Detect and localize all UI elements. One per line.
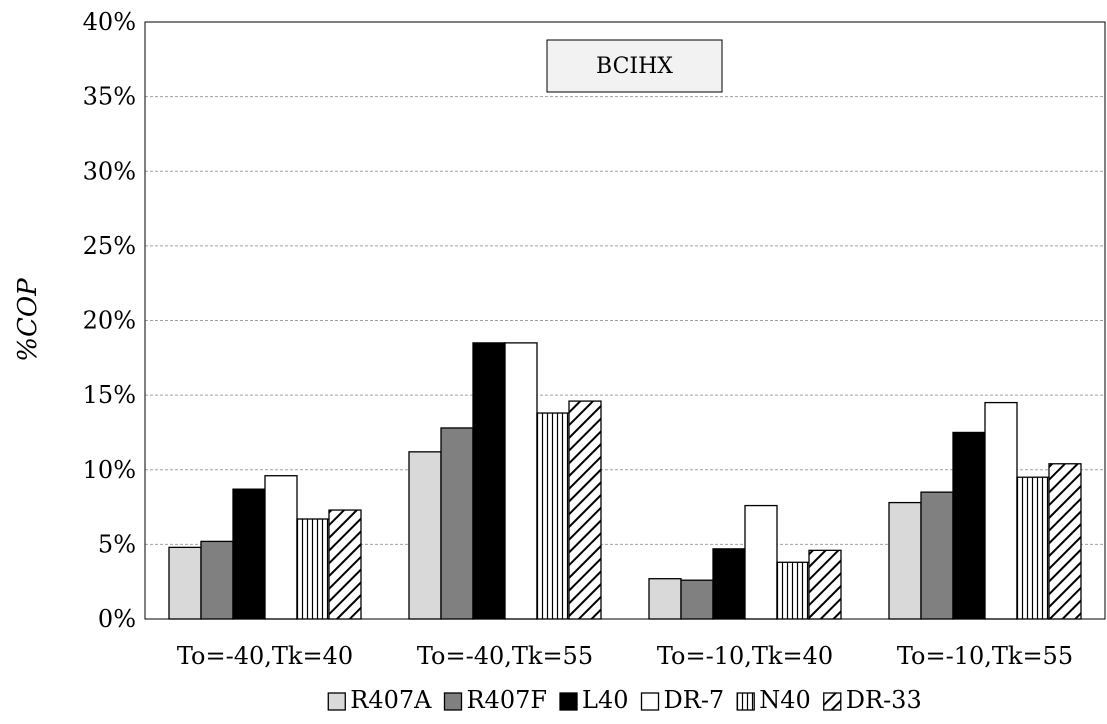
y-tick-label: 35% <box>83 83 136 111</box>
bar-r407f <box>200 540 234 620</box>
bar-r407f <box>680 579 714 620</box>
y-tick-label: 5% <box>98 530 136 558</box>
legend-label: R407F <box>466 686 547 714</box>
bar-r407a <box>168 546 202 620</box>
y-tick-labels: 0% 5% 10% 15% 20% 25% 30% 35% 40% <box>83 8 136 633</box>
x-category-label: To=-40,Tk=40 <box>177 642 353 670</box>
bar-n40 <box>296 518 330 620</box>
legend: R407A R407F L40 DR-7 N40 DR-33 <box>327 686 922 714</box>
bar-n40 <box>536 412 570 620</box>
bar-r407f <box>920 491 954 620</box>
bar-dr-7 <box>744 504 778 620</box>
legend-item: L40 <box>559 686 629 714</box>
legend-item: N40 <box>736 686 811 714</box>
y-tick-label: 20% <box>83 307 136 335</box>
bar-dr-7 <box>984 401 1018 620</box>
x-category-label: To=-10,Tk=40 <box>657 642 833 670</box>
y-tick-label: 40% <box>83 8 136 36</box>
legend-swatch <box>559 692 578 711</box>
y-tick-label: 30% <box>83 157 136 185</box>
legend-item: R407A <box>327 686 432 714</box>
bar-r407a <box>888 501 922 620</box>
legend-label: DR-33 <box>846 686 922 714</box>
axes <box>144 21 1106 620</box>
bar-r407a <box>408 451 442 620</box>
bar-n40 <box>1016 476 1050 620</box>
y-tick-label: 25% <box>83 232 136 260</box>
annotation-box-frame <box>546 39 723 93</box>
legend-item: DR-7 <box>640 686 725 714</box>
legend-label: DR-7 <box>664 686 725 714</box>
legend-swatch <box>823 692 842 711</box>
bar-l40 <box>472 342 506 620</box>
y-tick-label: 15% <box>83 381 136 409</box>
bar-n40 <box>776 561 810 620</box>
bar-l40 <box>952 431 986 620</box>
legend-swatch <box>443 692 463 711</box>
bar-r407a <box>648 578 682 620</box>
annotation-text: BCIHX <box>596 54 673 79</box>
bar-dr-7 <box>504 342 538 620</box>
bar-dr-7 <box>264 475 298 620</box>
bar-r407f <box>440 427 474 620</box>
bars <box>168 342 1082 620</box>
bar-l40 <box>232 488 266 620</box>
legend-label: R407A <box>350 686 432 714</box>
y-tick-label: 10% <box>83 456 136 484</box>
bar-dr-33 <box>808 549 842 620</box>
bar-dr-33 <box>328 509 362 620</box>
bar-dr-33 <box>568 400 602 620</box>
annotation-box: BCIHX <box>546 39 723 93</box>
legend-label: N40 <box>759 686 811 714</box>
x-category-labels: To=-40,Tk=40 To=-40,Tk=55 To=-10,Tk=40 To=-… <box>177 642 1073 670</box>
y-tick-label: 0% <box>98 605 136 633</box>
x-category-label: To=-10,Tk=55 <box>897 642 1073 670</box>
bar-dr-33 <box>1048 463 1082 620</box>
legend-swatch <box>736 692 755 711</box>
legend-item: R407F <box>443 686 547 714</box>
bar-l40 <box>712 548 746 620</box>
gridlines <box>145 96 1105 545</box>
plot-frame <box>144 21 1106 620</box>
x-category-label: To=-40,Tk=55 <box>417 642 593 670</box>
legend-item: DR-33 <box>823 686 922 714</box>
legend-label: L40 <box>582 686 628 714</box>
legend-swatch <box>640 692 660 711</box>
legend-swatch <box>327 692 346 711</box>
y-axis-title: %COP <box>13 278 43 362</box>
